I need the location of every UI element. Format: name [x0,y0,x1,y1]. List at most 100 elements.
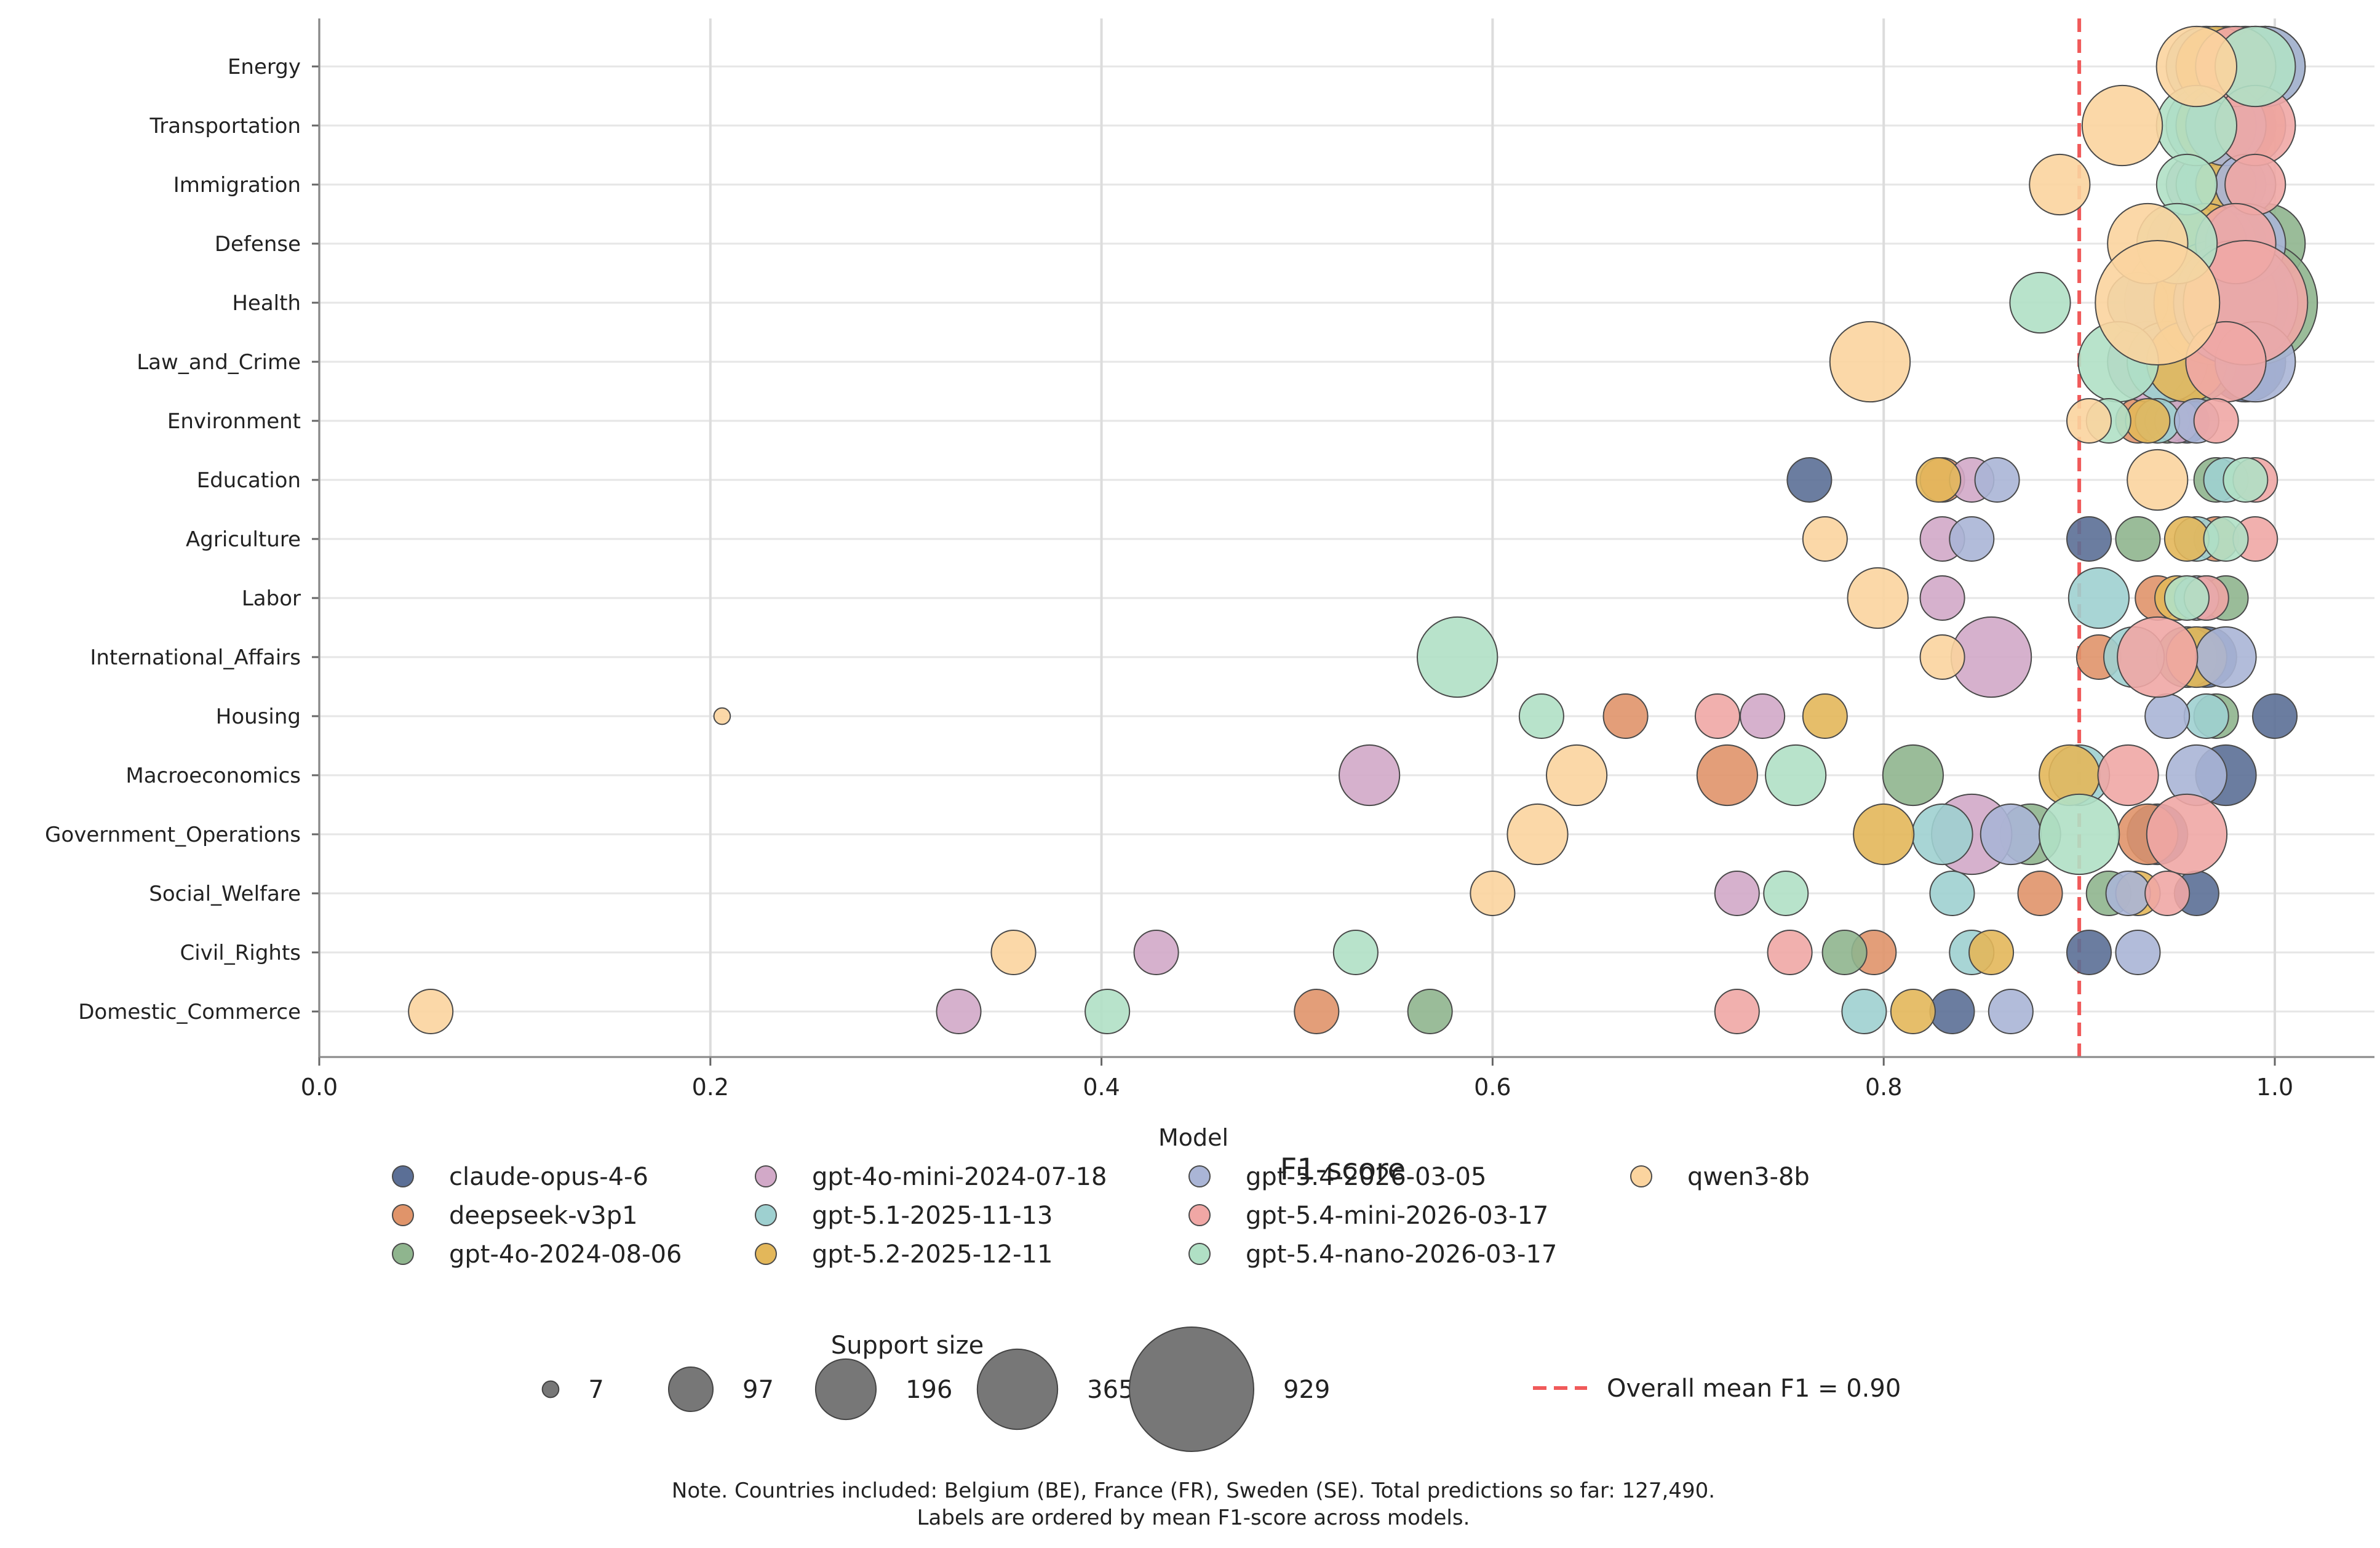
data-point[interactable] [1929,988,1975,1035]
data-point[interactable] [2144,870,2191,917]
data-point[interactable] [1829,321,1911,403]
data-point[interactable] [1763,870,1809,917]
y-tick-label: Law_and_Crime [137,350,301,375]
legend-marker [755,1165,777,1187]
data-point[interactable] [1339,744,1401,807]
legend-marker [755,1243,777,1265]
data-point[interactable] [2066,397,2112,444]
size-legend-label: 196 [905,1376,952,1404]
data-point[interactable] [1847,567,1909,629]
data-point[interactable] [2195,626,2257,688]
data-point[interactable] [1853,803,1915,866]
data-point[interactable] [2066,929,2112,976]
legend-marker [1188,1243,1211,1265]
data-point[interactable] [2146,793,2228,876]
data-point[interactable] [1968,929,2015,976]
data-point[interactable] [1694,693,1741,740]
size-legend-label: 7 [588,1376,603,1404]
data-point[interactable] [1786,457,1833,503]
data-point[interactable] [936,988,982,1035]
legend-label: gpt-5.4-2026-03-05 [1246,1163,1486,1191]
data-point[interactable] [1974,457,2020,503]
data-point[interactable] [1767,929,1813,976]
data-point[interactable] [2251,693,2298,740]
data-point[interactable] [2029,153,2091,216]
reference-legend-label: Overall mean F1 = 0.90 [1607,1374,1901,1403]
y-tick-label: Domestic_Commerce [78,1000,301,1024]
data-point[interactable] [1802,516,1848,562]
legend-label: claude-opus-4-6 [449,1163,648,1191]
data-point[interactable] [2095,239,2221,366]
data-point[interactable] [1949,516,1995,562]
data-point[interactable] [2017,870,2063,917]
legend-marker [392,1165,414,1187]
data-point[interactable] [1416,616,1498,698]
y-tick-label: Defense [215,232,301,257]
data-point[interactable] [2038,793,2120,876]
data-point[interactable] [2155,25,2238,108]
y-tick-label: Civil_Rights [180,941,301,965]
size-legend-marker [541,1380,560,1398]
data-point[interactable] [990,929,1037,976]
data-point[interactable] [1470,870,1516,917]
data-point[interactable] [1714,870,1760,917]
size-legend-marker [976,1348,1059,1430]
data-point[interactable] [1518,693,1564,740]
data-point[interactable] [2117,616,2199,698]
data-point[interactable] [1085,988,1131,1035]
data-point[interactable] [1506,803,1569,866]
data-point[interactable] [1929,870,1975,917]
data-point[interactable] [2127,449,2189,511]
y-tick-label: Social_Welfare [149,882,301,906]
data-point[interactable] [2066,516,2112,562]
data-point[interactable] [1765,744,1827,807]
x-tick-label: 0.6 [1474,1074,1511,1101]
data-point[interactable] [1916,457,1962,503]
data-point[interactable] [1696,744,1758,807]
data-point[interactable] [1740,693,1786,740]
y-tick-label: Environment [167,409,301,434]
y-tick-label: Agriculture [186,527,301,552]
y-tick-label: Immigration [173,173,301,197]
size-legend-marker [1128,1326,1255,1453]
data-point[interactable] [2009,271,2071,334]
data-point[interactable] [2081,84,2163,167]
data-point[interactable] [1802,693,1848,740]
data-point[interactable] [408,988,454,1035]
data-point[interactable] [1332,929,1379,976]
data-point[interactable] [2183,693,2229,740]
data-point[interactable] [1841,988,1887,1035]
data-point[interactable] [2144,693,2191,740]
data-point[interactable] [1980,803,2042,866]
data-point[interactable] [1919,575,1965,621]
data-point[interactable] [2115,929,2161,976]
data-point[interactable] [2163,516,2210,562]
data-point[interactable] [1988,988,2034,1035]
data-point[interactable] [1294,988,1340,1035]
data-point[interactable] [1882,744,1944,807]
data-point[interactable] [1821,929,1868,976]
data-point[interactable] [2163,575,2210,621]
data-point[interactable] [713,707,731,725]
data-point[interactable] [1545,744,1608,807]
x-tick-label: 1.0 [2256,1074,2293,1101]
data-point[interactable] [2193,397,2239,444]
data-point[interactable] [2223,457,2269,503]
data-point[interactable] [2097,744,2159,807]
data-point[interactable] [1407,988,1453,1035]
data-point[interactable] [2068,567,2130,629]
y-tick-label: International_Affairs [90,645,301,670]
data-point[interactable] [2105,870,2151,917]
data-point[interactable] [1890,988,1936,1035]
data-point[interactable] [2125,397,2171,444]
data-point[interactable] [1133,929,1179,976]
data-point[interactable] [1919,634,1965,680]
data-point[interactable] [1911,803,1973,866]
data-point[interactable] [2203,516,2249,562]
data-point[interactable] [1714,988,1760,1035]
data-point[interactable] [1602,693,1649,740]
data-point[interactable] [2115,516,2161,562]
size-legend-title: Support size [831,1331,984,1360]
